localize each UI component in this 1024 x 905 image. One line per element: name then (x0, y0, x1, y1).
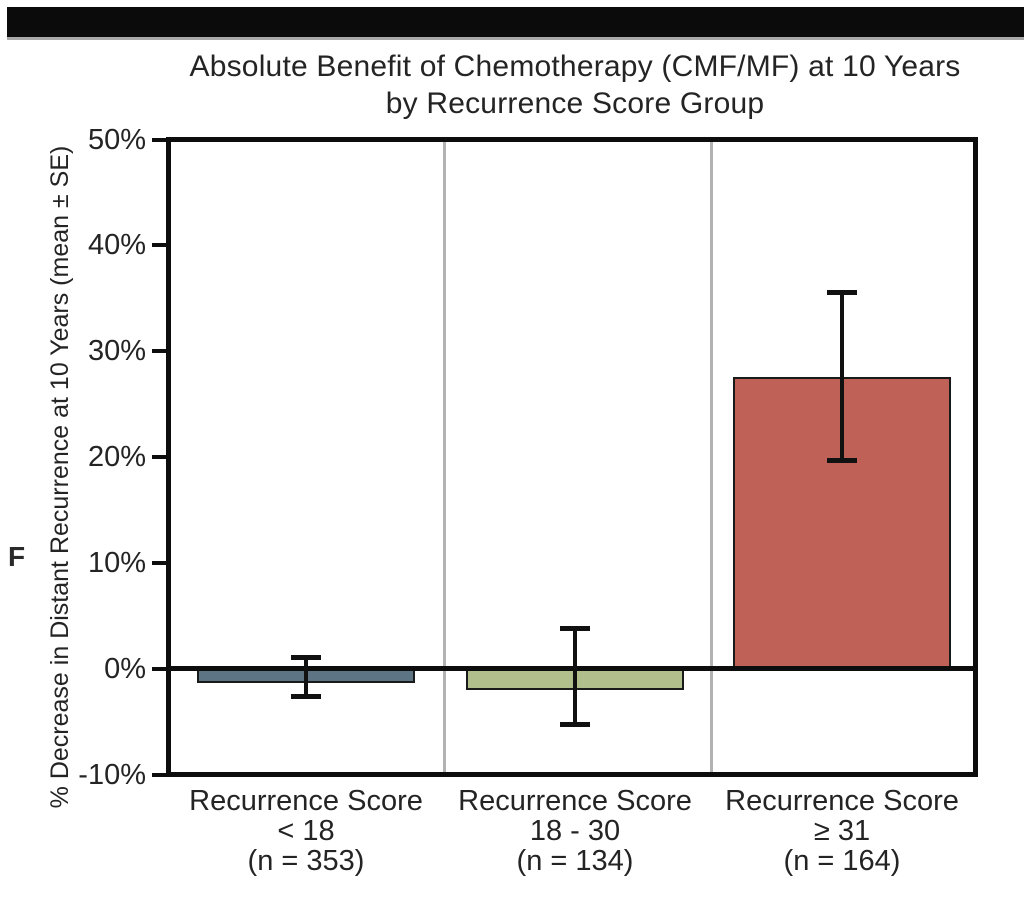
error-bar-cap (827, 290, 857, 296)
x-category-label-line: Recurrence Score (725, 785, 959, 817)
error-bar-cap (291, 654, 321, 660)
y-axis-tick (152, 243, 167, 248)
y-tick-label: 30% (87, 335, 146, 368)
panel-divider-line (443, 142, 446, 772)
y-tick-label: 40% (87, 229, 146, 262)
y-tick-label: 50% (87, 123, 146, 156)
y-tick-label: 20% (87, 441, 146, 473)
redacted-header-bar (7, 7, 1024, 40)
chart-title-line-1: Absolute Benefit of Chemotherapy (CMF/MF… (189, 50, 961, 83)
y-axis-title: % Decrease in Distant Recurrence at 10 Y… (46, 145, 74, 809)
y-tick-label: -10% (78, 758, 146, 791)
y-tick-label: 10% (87, 546, 146, 579)
x-category-label-3: Recurrence Score ≥ 31 (n = 164) (702, 786, 982, 876)
y-tick-label: 0% (104, 652, 146, 685)
x-category-label-2: Recurrence Score 18 - 30 (n = 134) (435, 786, 715, 876)
y-axis-tick (152, 772, 167, 777)
y-axis-tick (152, 137, 167, 142)
chart-title: Absolute Benefit of Chemotherapy (CMF/MF… (150, 48, 1000, 122)
error-bar-cap (560, 722, 590, 728)
x-category-label-1: Recurrence Score < 18 (n = 353) (166, 786, 446, 876)
figure-letter-label: F (8, 541, 26, 572)
y-axis-tick (152, 666, 167, 671)
error-bar-line (840, 292, 844, 461)
x-category-label-line: (n = 164) (783, 845, 901, 877)
x-category-label-line: (n = 353) (247, 845, 365, 877)
x-category-label-line: 18 - 30 (529, 815, 621, 847)
x-category-label-line: < 18 (277, 815, 335, 847)
zero-baseline (171, 666, 973, 672)
error-bar-line (573, 628, 577, 725)
y-axis-tick (152, 349, 167, 354)
x-category-label-line: Recurrence Score (189, 785, 423, 817)
y-axis-tick (152, 560, 167, 565)
chart-title-line-2: by Recurrence Score Group (385, 87, 765, 120)
error-bar-cap (560, 625, 590, 631)
x-category-label-line: ≥ 31 (813, 815, 871, 847)
x-category-label-line: Recurrence Score (458, 785, 692, 817)
error-bar-cap (291, 693, 321, 699)
x-category-label-line: (n = 134) (516, 845, 634, 877)
error-bar-line (304, 657, 308, 697)
panel-divider-line (710, 142, 713, 772)
y-axis-tick (152, 455, 167, 459)
error-bar-cap (827, 457, 857, 463)
